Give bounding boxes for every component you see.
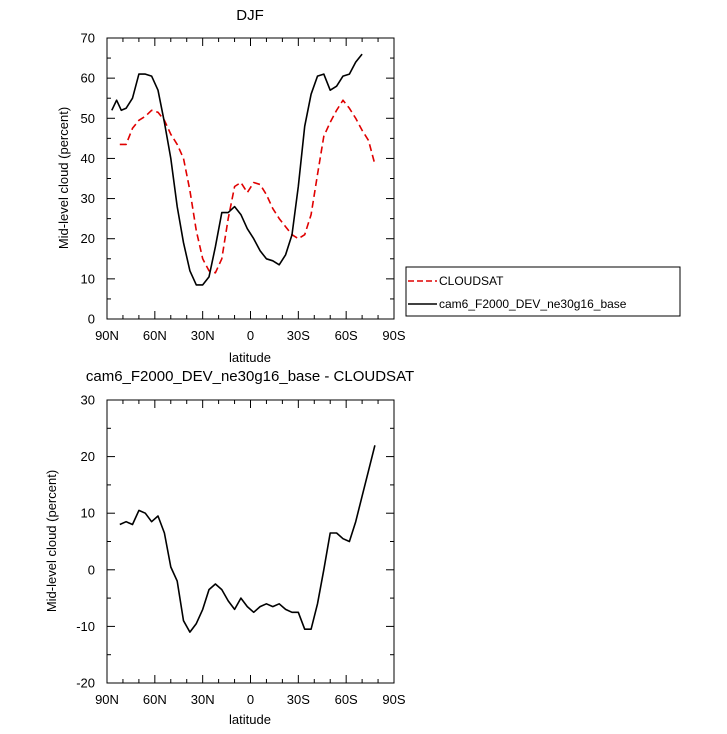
y-axis-ticks: 0 10 20 30 40 50 60 70	[81, 31, 394, 327]
x-tick-label: 60N	[143, 328, 167, 343]
x-tick-label: 90N	[95, 692, 119, 707]
x-axis-ticks: 90N 60N 30N 0 30S 60S 90S	[95, 400, 406, 707]
y-tick-label: -10	[76, 619, 95, 634]
y-axis-ticks: -20 -10 0 10 20 30	[76, 393, 394, 691]
legend-label-cloudsat: CLOUDSAT	[439, 274, 504, 288]
plot-area-frame	[106, 399, 395, 684]
panel-title: cam6_F2000_DEV_ne30g16_base - CLOUDSAT	[86, 368, 414, 385]
x-tick-label: 60N	[143, 692, 167, 707]
y-tick-label: 10	[81, 271, 95, 286]
x-tick-label: 90S	[382, 692, 405, 707]
panel-title: DJF	[236, 7, 264, 24]
climatology-panel: DJF 90N 60N 30N 0 30S 60S 90S 010203040506070 …	[56, 7, 681, 365]
series-line-0	[119, 99, 376, 274]
y-tick-label: 50	[81, 111, 95, 126]
y-tick-label: 40	[81, 151, 95, 166]
difference-panel: cam6_F2000_DEV_ne30g16_base - CLOUDSAT 9…	[44, 368, 414, 727]
y-tick-label: 0	[88, 312, 95, 327]
x-tick-label: 90S	[382, 328, 405, 343]
x-axis-label: latitude	[229, 350, 271, 365]
x-axis-label: latitude	[229, 712, 271, 727]
x-tick-label: 60S	[335, 692, 358, 707]
x-tick-label: 0	[247, 692, 254, 707]
x-tick-label: 90N	[95, 328, 119, 343]
x-tick-label: 30S	[287, 692, 310, 707]
series-line-1	[111, 53, 363, 286]
y-tick-label: 20	[81, 231, 95, 246]
y-tick-label: -20	[76, 676, 95, 691]
y-axis-label: Mid-level cloud (percent)	[44, 470, 59, 612]
x-tick-label: 60S	[335, 328, 358, 343]
y-tick-label: 20	[81, 449, 95, 464]
series-lines	[119, 445, 376, 633]
y-axis-label: Mid-level cloud (percent)	[56, 107, 71, 249]
y-tick-label: 30	[81, 191, 95, 206]
legend-label-model: cam6_F2000_DEV_ne30g16_base	[439, 297, 627, 311]
legend: CLOUDSAT cam6_F2000_DEV_ne30g16_base	[405, 266, 681, 317]
series-lines	[111, 53, 376, 286]
y-tick-label: 0	[88, 562, 95, 577]
y-tick-label: 60	[81, 71, 95, 86]
y-tick-label: 30	[81, 393, 95, 408]
legend-frame	[405, 266, 681, 317]
x-tick-label: 30N	[191, 328, 215, 343]
plot-area-frame	[106, 37, 395, 320]
y-tick-label: 10	[81, 506, 95, 521]
x-tick-label: 30S	[287, 328, 310, 343]
x-axis-ticks: 90N 60N 30N 0 30S 60S 90S	[95, 38, 406, 343]
y-tick-label: 70	[81, 31, 95, 46]
x-tick-label: 0	[247, 328, 254, 343]
series-line-0	[119, 445, 376, 633]
x-tick-label: 30N	[191, 692, 215, 707]
